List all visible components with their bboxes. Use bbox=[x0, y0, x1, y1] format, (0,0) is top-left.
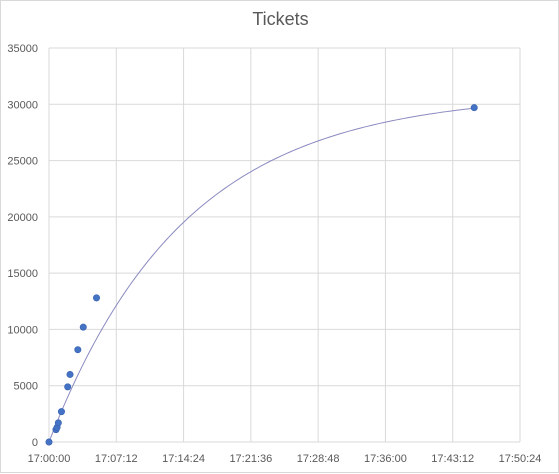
data-points bbox=[45, 104, 478, 446]
x-tick-label: 17:21:36 bbox=[229, 453, 272, 465]
x-tick-label: 17:00:00 bbox=[28, 453, 71, 465]
data-point bbox=[79, 323, 87, 331]
y-axis-ticks: 0 5000 10000 15000 20000 25000 30000 35000 bbox=[7, 43, 38, 449]
data-point bbox=[45, 438, 53, 446]
data-point bbox=[66, 370, 74, 378]
data-point bbox=[93, 294, 101, 302]
x-tick-label: 17:43:12 bbox=[431, 453, 474, 465]
x-tick-label: 17:36:00 bbox=[364, 453, 407, 465]
x-tick-label: 17:07:12 bbox=[95, 453, 138, 465]
trendline-layer bbox=[48, 107, 475, 443]
x-axis-ticks: 17:00:00 17:07:12 17:14:24 17:21:36 17:28:48… bbox=[28, 453, 542, 465]
x-tick-label: 17:14:24 bbox=[162, 453, 205, 465]
trendline bbox=[48, 107, 475, 443]
data-point bbox=[57, 408, 65, 416]
data-point bbox=[470, 104, 478, 112]
y-tick-label: 5000 bbox=[14, 381, 38, 393]
y-tick-label: 35000 bbox=[7, 43, 38, 55]
chart-title: Tickets bbox=[252, 9, 309, 29]
y-tick-label: 30000 bbox=[7, 99, 38, 111]
y-tick-label: 10000 bbox=[7, 324, 38, 336]
y-tick-label: 15000 bbox=[7, 268, 38, 280]
gridlines bbox=[48, 47, 521, 443]
data-point bbox=[74, 346, 82, 354]
y-tick-label: 25000 bbox=[7, 156, 38, 168]
x-tick-label: 17:28:48 bbox=[297, 453, 340, 465]
y-tick-label: 20000 bbox=[7, 212, 38, 224]
data-point bbox=[64, 383, 72, 391]
data-point bbox=[54, 419, 62, 427]
x-tick-label: 17:50:24 bbox=[499, 453, 542, 465]
y-tick-label: 0 bbox=[32, 437, 38, 449]
